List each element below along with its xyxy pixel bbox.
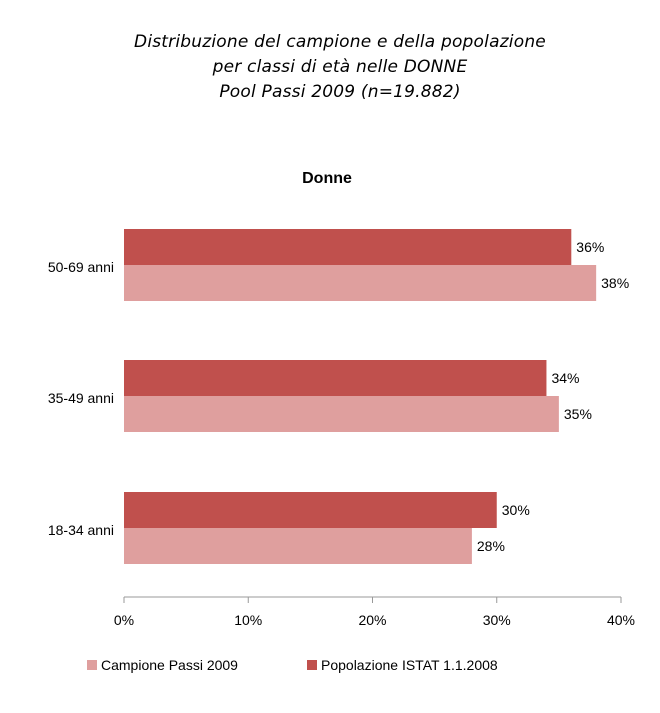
title-line-3: Pool Passi 2009 (n=19.882): [219, 82, 461, 102]
legend-swatch: [307, 660, 317, 670]
category-label: 50-69 anni: [48, 259, 114, 275]
bar-campione-1: [124, 265, 597, 301]
legend-label: Campione Passi 2009: [101, 657, 238, 673]
bar-popolazione-3: [124, 492, 497, 528]
data-label: 38%: [601, 275, 629, 291]
legend-label: Popolazione ISTAT 1.1.2008: [321, 657, 498, 673]
x-tick-label: 10%: [234, 612, 262, 628]
page-title: Distribuzione del campione e della popol…: [0, 30, 660, 105]
title-line-2: per classi di età nelle DONNE: [212, 57, 468, 77]
plot-area: 36% 38% 50-69 anni 34% 35% 35-49 anni 30% 28% 18…: [48, 229, 635, 673]
legend-swatch: [87, 660, 97, 670]
bar-campione-3: [124, 528, 472, 564]
data-label: 30%: [502, 502, 530, 518]
chart-title: Donne: [302, 170, 352, 187]
bar-popolazione-2: [124, 360, 547, 396]
category-label: 35-49 anni: [48, 390, 114, 406]
data-label: 34%: [551, 370, 579, 386]
category-label: 18-34 anni: [48, 522, 114, 538]
bar-popolazione-1: [124, 229, 572, 265]
x-tick-label: 40%: [607, 612, 635, 628]
x-tick-label: 30%: [483, 612, 511, 628]
data-label: 28%: [477, 538, 505, 554]
data-label: 35%: [564, 406, 592, 422]
title-line-1: Distribuzione del campione e della popol…: [134, 32, 546, 52]
bar-campione-2: [124, 396, 559, 432]
x-tick-label: 0%: [114, 612, 134, 628]
data-label: 36%: [576, 239, 604, 255]
x-tick-label: 20%: [358, 612, 386, 628]
